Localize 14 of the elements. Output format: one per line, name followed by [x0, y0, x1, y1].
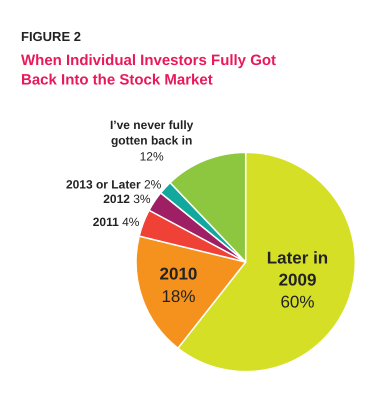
data-label: 3%	[133, 192, 151, 206]
chart-title: FIGURE 2	[21, 29, 81, 44]
data-label: 12%	[140, 149, 164, 164]
slice-label: I’ve never fully gotten back in	[110, 118, 194, 148]
slice-label: 2011	[92, 214, 120, 229]
slice-label: 2012	[103, 192, 130, 206]
chart-subtitle: When Individual Investors Fully Got Back Into the Stock Market	[21, 52, 276, 88]
slice-label: 2013 or Later	[66, 177, 141, 192]
data-label: 4%	[122, 214, 140, 229]
data-label: 2%	[144, 177, 162, 192]
data-label: 18%	[161, 286, 196, 306]
data-label: 60%	[280, 292, 315, 312]
slice-label: Later in 2009	[266, 248, 328, 290]
slice-label: 2010	[160, 264, 198, 284]
